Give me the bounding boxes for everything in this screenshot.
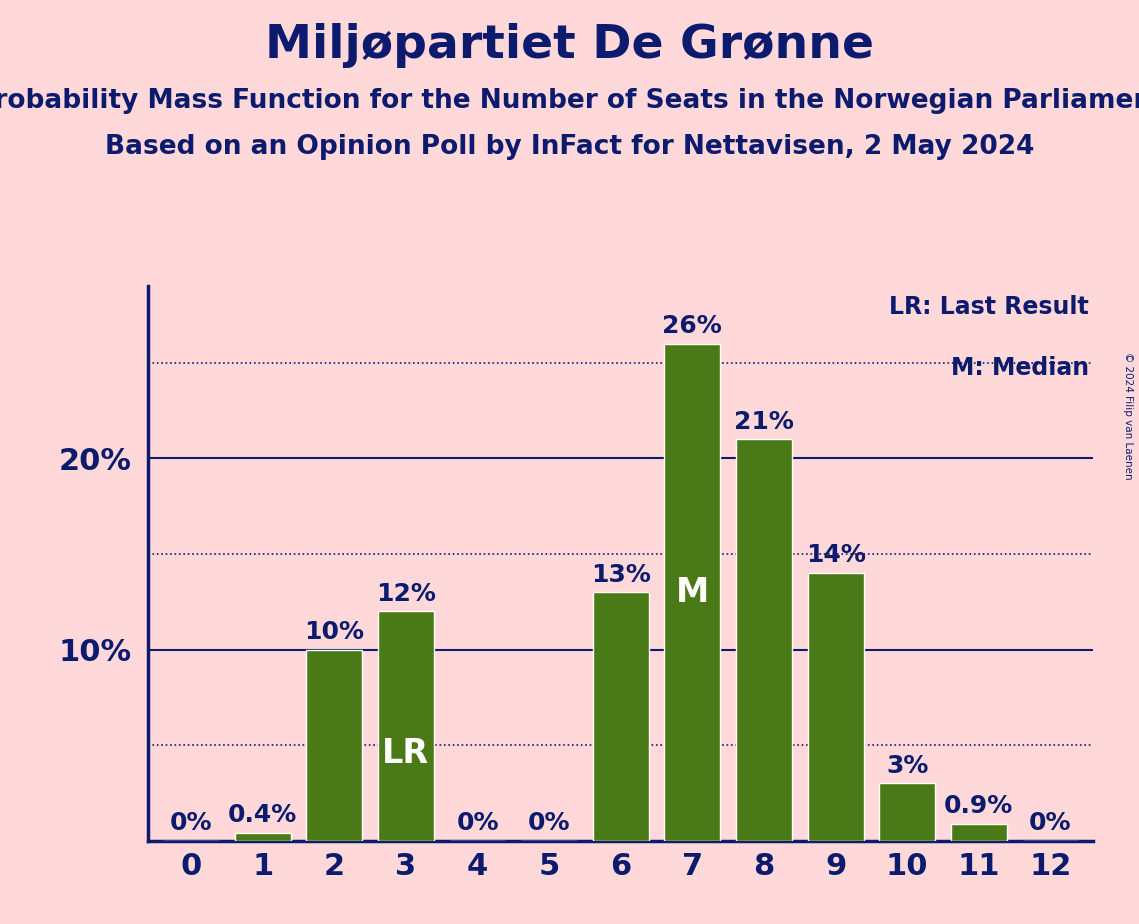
Text: M: Median: M: Median	[951, 356, 1089, 380]
Text: 12%: 12%	[376, 582, 436, 606]
Text: LR: Last Result: LR: Last Result	[888, 295, 1089, 319]
Bar	[306, 650, 362, 841]
Text: Probability Mass Function for the Number of Seats in the Norwegian Parliament: Probability Mass Function for the Number…	[0, 88, 1139, 114]
Text: 0.9%: 0.9%	[944, 794, 1014, 818]
Text: 0%: 0%	[1030, 811, 1072, 835]
Text: 0%: 0%	[170, 811, 212, 835]
Text: 21%: 21%	[734, 409, 794, 433]
Text: © 2024 Filip van Laenen: © 2024 Filip van Laenen	[1123, 352, 1133, 480]
Text: Based on an Opinion Poll by InFact for Nettavisen, 2 May 2024: Based on an Opinion Poll by InFact for N…	[105, 134, 1034, 160]
Text: 13%: 13%	[591, 563, 650, 587]
Bar	[736, 440, 792, 841]
Text: M: M	[675, 576, 708, 609]
Bar	[951, 823, 1007, 841]
Text: 3%: 3%	[886, 754, 928, 778]
Text: 0%: 0%	[527, 811, 571, 835]
Bar	[879, 784, 935, 841]
Text: 26%: 26%	[663, 314, 722, 338]
Bar	[592, 592, 649, 841]
Text: 10%: 10%	[304, 620, 364, 644]
Text: 14%: 14%	[805, 543, 866, 567]
Text: 0.4%: 0.4%	[228, 804, 297, 828]
Text: Miljøpartiet De Grønne: Miljøpartiet De Grønne	[265, 23, 874, 68]
Bar	[808, 573, 863, 841]
Text: 0%: 0%	[457, 811, 499, 835]
Bar	[378, 612, 434, 841]
Bar	[235, 833, 290, 841]
Bar	[664, 344, 720, 841]
Text: LR: LR	[383, 737, 429, 771]
